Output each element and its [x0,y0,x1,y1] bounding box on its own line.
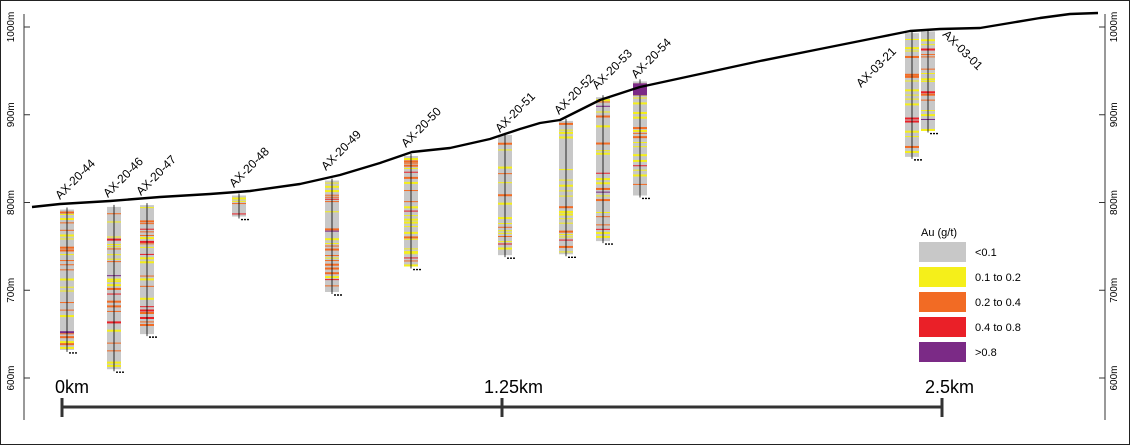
elev-tick-label: 1000m [1109,12,1120,43]
right-elevation-axis: 1000m 900m 800m 700m 600m [1099,12,1120,420]
drillhole [232,193,249,221]
legend-swatch [919,317,966,337]
legend-item-label: 0.1 to 0.2 [975,272,1021,284]
legend-swatch [919,242,966,262]
scale-label-start: 0km [55,377,89,397]
drillhole [325,178,342,296]
drillhole [404,153,421,271]
elev-tick-label: 600m [1109,365,1120,390]
elev-tick-label: 600m [6,365,17,390]
drillhole [107,204,124,373]
legend-item-label: >0.8 [975,347,997,359]
drillhole [921,29,938,135]
legend-item-label: 0.4 to 0.8 [975,322,1021,334]
elev-tick-label: 900m [1109,102,1120,127]
legend: Au (g/t) <0.1 0.1 to 0.2 0.2 to 0.4 0.4 to … [919,227,1021,362]
drillhole [905,31,922,161]
scale-bar: 0km 1.25km 2.5km [55,377,974,417]
left-elevation-axis: 1000m 900m 800m 700m 600m [6,12,30,420]
scale-label-mid: 1.25km [484,377,543,397]
elev-tick-label: 900m [6,102,17,127]
legend-title: Au (g/t) [921,227,957,239]
elev-tick-label: 800m [6,190,17,215]
drillholes-layer [60,29,938,373]
legend-item-label: <0.1 [975,247,997,259]
topography-line [31,11,1099,209]
elev-tick-label: 700m [6,278,17,303]
elev-tick-label: 800m [1109,190,1120,215]
elev-tick-label: 700m [1109,278,1120,303]
legend-swatch [919,267,966,287]
drillhole [140,203,157,338]
drillhole [633,79,650,200]
drillhole [498,132,515,259]
scale-label-end: 2.5km [925,377,974,397]
elev-tick-label: 1000m [6,12,17,43]
legend-swatch [919,292,966,312]
legend-swatch [919,342,966,362]
drillhole [559,118,576,258]
drillhole [60,207,77,354]
legend-item-label: 0.2 to 0.4 [975,297,1021,309]
